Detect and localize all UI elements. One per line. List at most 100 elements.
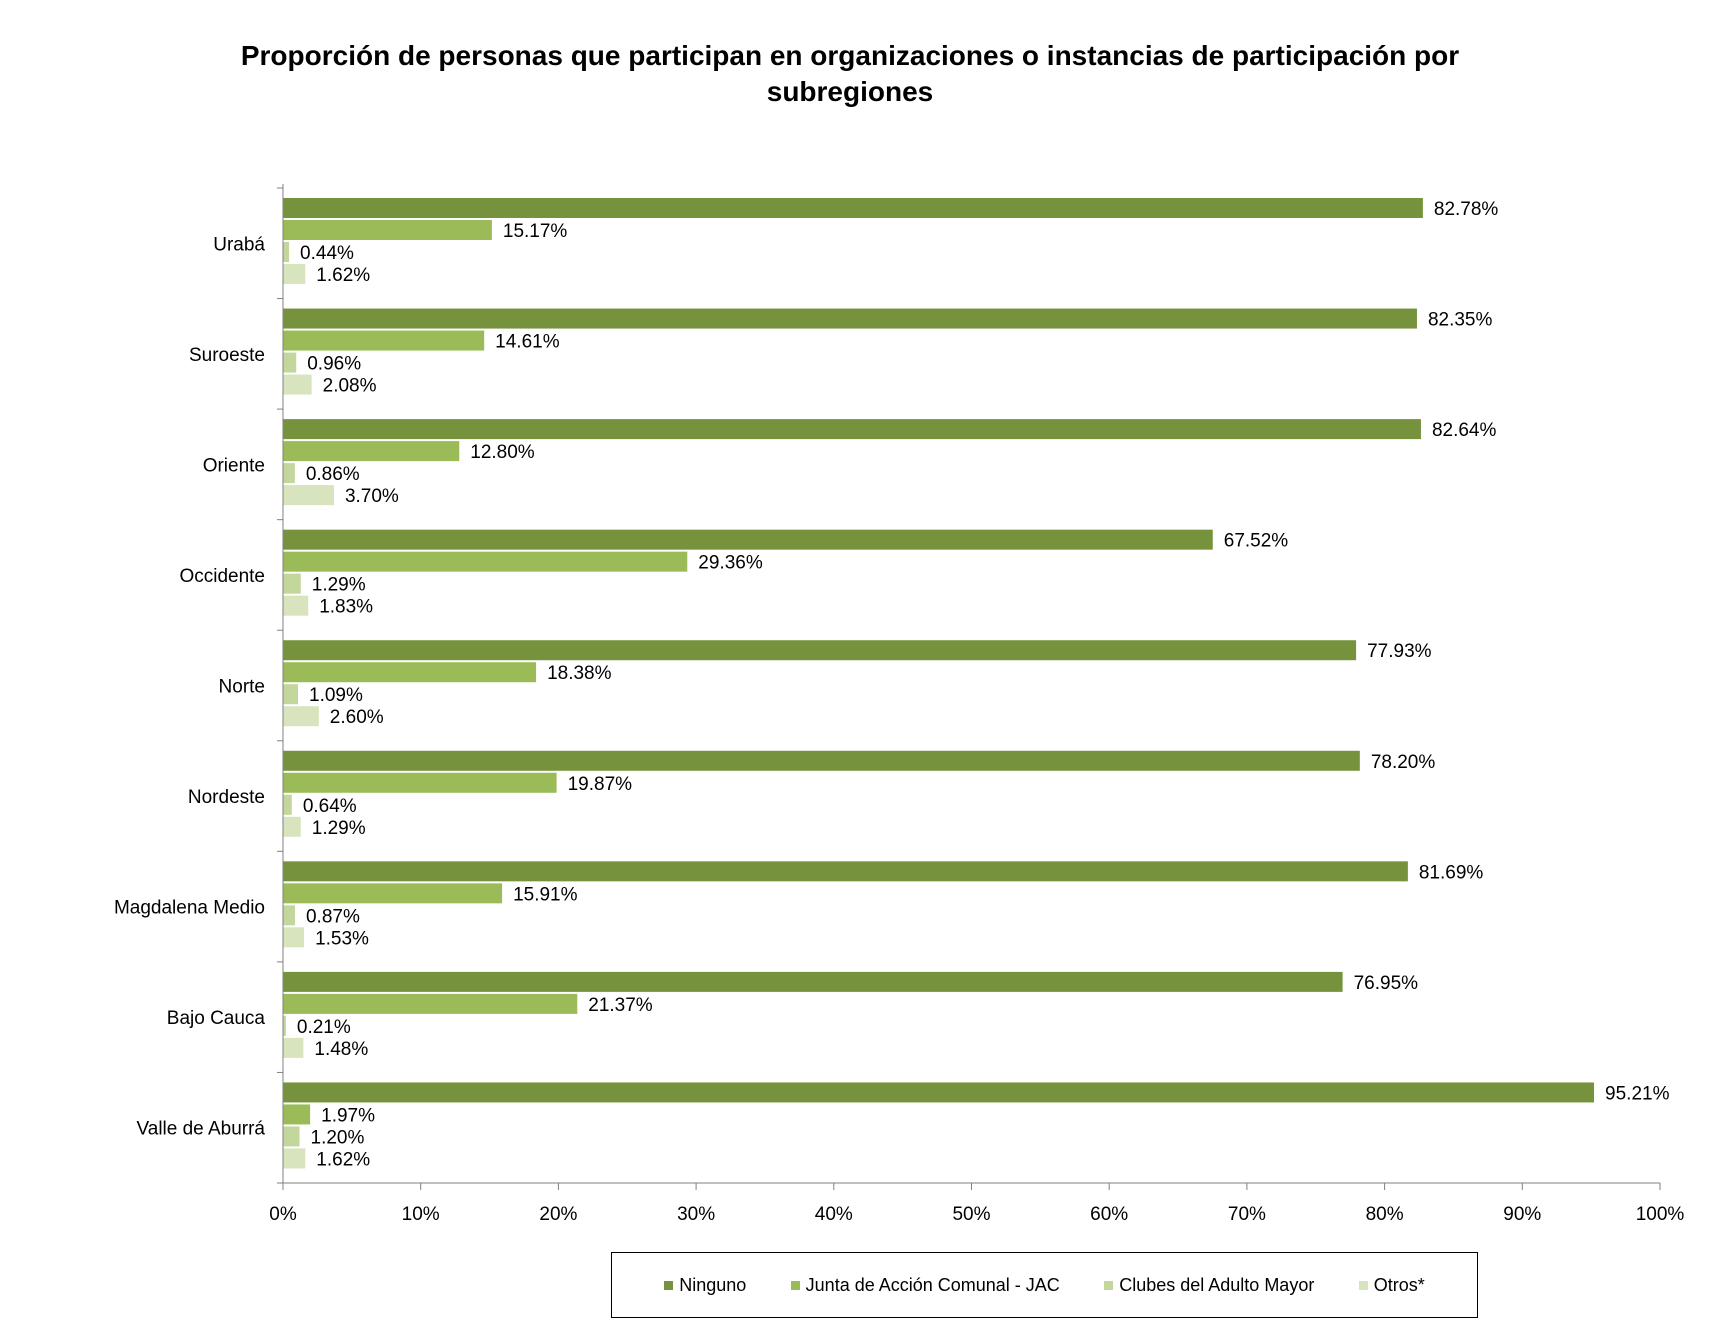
data-label-4-3: 2.60% xyxy=(330,707,384,728)
data-label-6-1: 15.91% xyxy=(513,884,578,905)
bar-1-0 xyxy=(283,308,1417,329)
x-tick-label-10: 100% xyxy=(1636,1204,1685,1225)
data-label-0-3: 1.62% xyxy=(316,265,370,286)
category-label-8: Valle de Aburrá xyxy=(136,1119,265,1140)
data-label-0-1: 15.17% xyxy=(503,221,568,242)
data-label-6-0: 81.69% xyxy=(1419,862,1484,883)
axis-layer: Urabá Suroeste Oriente Occidente Norte Nordes… xyxy=(114,184,1684,1225)
bar-2-3 xyxy=(283,485,334,506)
bar-7-1 xyxy=(283,993,578,1014)
data-label-4-1: 18.38% xyxy=(547,663,612,684)
data-label-1-3: 2.08% xyxy=(323,376,377,397)
data-label-7-2: 0.21% xyxy=(297,1017,351,1038)
bar-6-2 xyxy=(283,905,295,926)
bar-1-2 xyxy=(283,352,297,373)
bar-4-1 xyxy=(283,662,537,683)
category-label-0: Urabá xyxy=(213,234,265,255)
category-label-5: Nordeste xyxy=(188,787,265,808)
bar-8-3 xyxy=(283,1148,306,1169)
legend-label-0: Ninguno xyxy=(679,1274,747,1295)
legend-item-1: Junta de Acción Comunal - JAC xyxy=(790,1274,1060,1296)
bar-8-0 xyxy=(283,1082,1595,1103)
data-label-2-0: 82.64% xyxy=(1432,420,1497,441)
legend-label-1: Junta de Acción Comunal - JAC xyxy=(805,1274,1060,1295)
bar-2-2 xyxy=(283,463,295,484)
data-label-4-0: 77.93% xyxy=(1367,641,1432,662)
data-label-5-3: 1.29% xyxy=(312,818,366,839)
legend-item-2: Clubes del Adulto Mayor xyxy=(1104,1275,1314,1296)
bar-8-1 xyxy=(283,1104,311,1125)
bar-2-1 xyxy=(283,441,460,462)
bar-7-0 xyxy=(283,971,1343,992)
bar-5-0 xyxy=(283,750,1360,771)
data-label-0-2: 0.44% xyxy=(300,243,354,264)
data-label-3-3: 1.83% xyxy=(319,597,373,618)
data-label-3-1: 29.36% xyxy=(698,553,763,574)
data-label-7-0: 76.95% xyxy=(1354,973,1419,994)
data-label-3-2: 1.29% xyxy=(312,575,366,596)
x-tick-label-7: 70% xyxy=(1228,1204,1266,1225)
legend-swatch-0 xyxy=(664,1280,674,1290)
bar-6-0 xyxy=(283,861,1408,882)
x-tick-label-5: 50% xyxy=(952,1204,990,1225)
bar-0-1 xyxy=(283,220,492,240)
legend-swatch-2 xyxy=(1104,1280,1114,1290)
bar-5-2 xyxy=(283,794,292,815)
bar-8-2 xyxy=(283,1126,300,1147)
bar-1-1 xyxy=(283,330,485,351)
legend: Ninguno Junta de Acción Comunal - JAC Club… xyxy=(611,1252,1478,1318)
legend-swatch-3 xyxy=(1358,1280,1368,1290)
data-label-0-0: 82.78% xyxy=(1434,199,1499,220)
legend-item-3: Otros* xyxy=(1358,1274,1425,1296)
x-tick-label-1: 10% xyxy=(402,1204,440,1225)
data-label-8-0: 95.21% xyxy=(1605,1083,1670,1104)
legend-label-2: Clubes del Adulto Mayor xyxy=(1119,1274,1315,1295)
category-label-1: Suroeste xyxy=(189,345,265,366)
data-label-1-0: 82.35% xyxy=(1428,310,1493,331)
category-label-4: Norte xyxy=(219,677,265,698)
bar-0-2 xyxy=(283,242,290,262)
bar-4-0 xyxy=(283,640,1357,661)
data-label-7-1: 21.37% xyxy=(588,995,653,1016)
bar-3-1 xyxy=(283,551,688,572)
x-tick-label-8: 80% xyxy=(1366,1204,1404,1225)
data-label-8-3: 1.62% xyxy=(316,1149,370,1170)
bar-2-0 xyxy=(283,419,1421,440)
bar-1-3 xyxy=(283,374,312,395)
category-label-2: Oriente xyxy=(203,455,265,476)
bar-3-2 xyxy=(283,573,301,594)
data-label-6-3: 1.53% xyxy=(315,928,369,949)
legend-label-3: Otros* xyxy=(1373,1274,1425,1295)
category-label-3: Occidente xyxy=(179,566,265,587)
bar-5-3 xyxy=(283,816,301,837)
bars-layer: 82.78%15.17%0.44%1.62%82.35%14.61%0.96%2… xyxy=(283,198,1670,1170)
x-tick-label-0: 0% xyxy=(269,1204,297,1225)
legend-item-0: Ninguno xyxy=(664,1275,746,1296)
bar-5-1 xyxy=(283,772,557,793)
chart-title: Proporción de personas que participan en… xyxy=(240,40,1460,107)
x-tick-label-4: 40% xyxy=(815,1204,853,1225)
data-label-2-2: 0.86% xyxy=(306,464,360,485)
bar-0-3 xyxy=(283,264,306,284)
bar-3-0 xyxy=(283,529,1213,550)
x-tick-label-3: 30% xyxy=(677,1204,715,1225)
data-label-2-3: 3.70% xyxy=(345,486,399,507)
data-label-8-1: 1.97% xyxy=(321,1105,375,1126)
bar-7-2 xyxy=(283,1015,286,1036)
data-label-7-3: 1.48% xyxy=(314,1039,368,1060)
data-label-3-0: 67.52% xyxy=(1224,531,1289,552)
data-label-8-2: 1.20% xyxy=(311,1127,365,1148)
data-label-5-0: 78.20% xyxy=(1371,752,1436,773)
data-label-1-2: 0.96% xyxy=(307,354,361,375)
x-tick-label-2: 20% xyxy=(539,1204,577,1225)
data-label-4-2: 1.09% xyxy=(309,685,363,706)
bar-7-3 xyxy=(283,1037,304,1058)
bar-0-0 xyxy=(283,198,1423,218)
category-label-7: Bajo Cauca xyxy=(167,1008,266,1029)
x-tick-label-6: 60% xyxy=(1090,1204,1128,1225)
bar-6-1 xyxy=(283,883,503,904)
bar-4-2 xyxy=(283,684,299,705)
x-tick-label-9: 90% xyxy=(1503,1204,1541,1225)
data-label-5-2: 0.64% xyxy=(303,796,357,817)
